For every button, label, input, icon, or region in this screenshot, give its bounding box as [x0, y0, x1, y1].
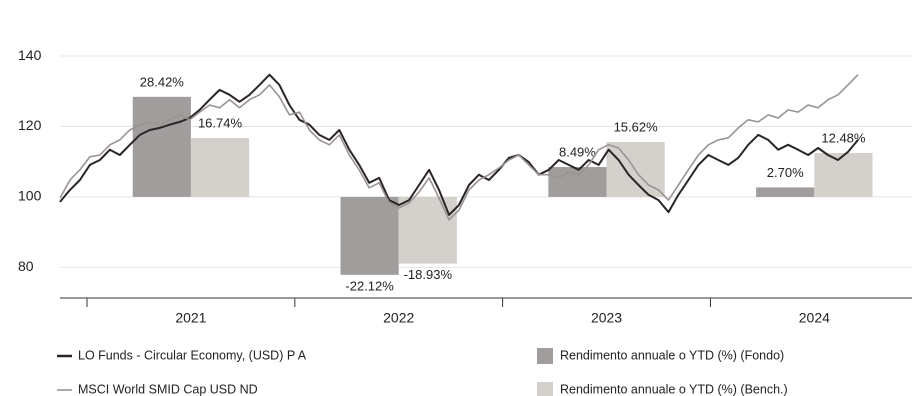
legend-swatch — [537, 382, 553, 396]
x-tick-label: 2024 — [799, 310, 830, 326]
y-tick-label: 100 — [18, 188, 42, 204]
value-label: 15.62% — [614, 119, 659, 134]
legend-label: LO Funds - Circular Economy, (USD) P A — [78, 348, 307, 362]
legend-label: MSCI World SMID Cap USD ND — [78, 382, 258, 396]
y-tick-label: 80 — [18, 258, 34, 274]
value-label: 12.48% — [821, 130, 866, 145]
x-tick-label: 2021 — [175, 310, 206, 326]
bar — [814, 152, 873, 197]
bar — [756, 187, 815, 197]
value-label: -22.12% — [345, 278, 394, 293]
bar — [190, 137, 250, 197]
bar — [340, 196, 399, 275]
value-label: 8.49% — [559, 144, 596, 159]
line — [59, 74, 859, 221]
line — [59, 73, 859, 216]
bar — [548, 167, 607, 197]
legend-label: Rendimento annuale o YTD (%) (Bench.) — [560, 382, 788, 396]
x-tick-label: 2022 — [383, 310, 414, 326]
value-label: 28.42% — [140, 74, 185, 89]
bar — [132, 96, 191, 197]
bar — [398, 196, 457, 264]
x-tick-label: 2023 — [591, 310, 622, 326]
value-label: -18.93% — [404, 267, 453, 282]
value-label: 16.74% — [198, 115, 243, 130]
legend-swatch — [537, 348, 553, 364]
value-label: 2.70% — [767, 165, 804, 180]
y-tick-label: 140 — [18, 47, 42, 63]
y-tick-label: 120 — [18, 117, 42, 133]
legend-label: Rendimento annuale o YTD (%) (Fondo) — [560, 348, 784, 362]
